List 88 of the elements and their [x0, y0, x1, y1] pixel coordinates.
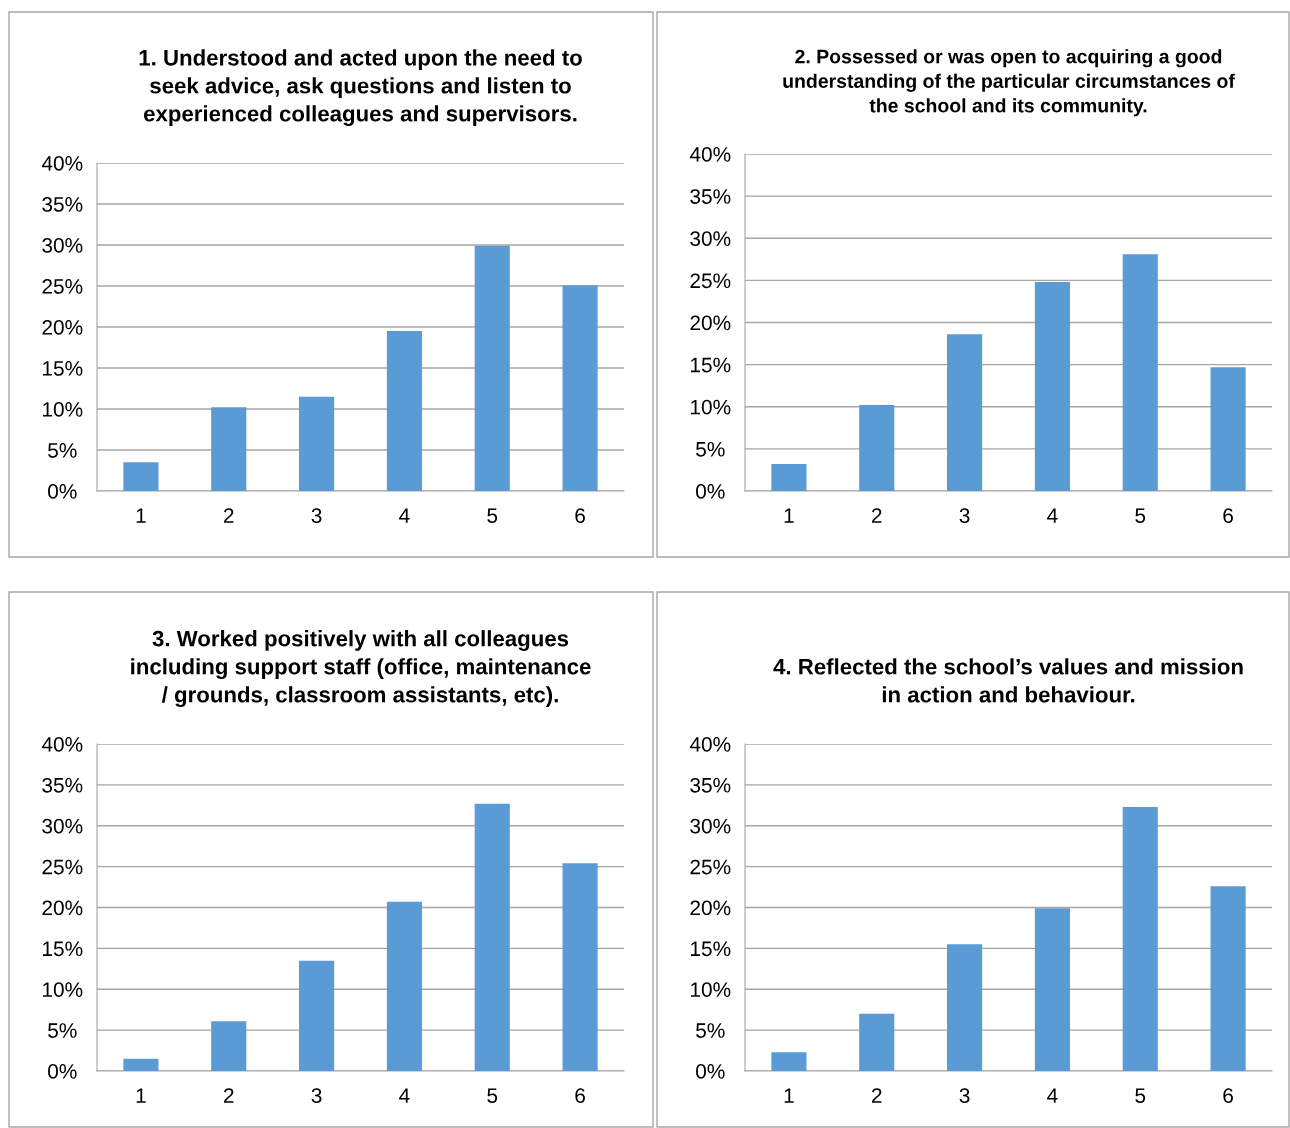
x-tick-label: 3	[959, 508, 970, 523]
bar	[1122, 806, 1158, 1071]
y-tick-label: 35%	[42, 777, 83, 793]
y-tick-label: 25%	[42, 859, 83, 875]
chart-title: 1. Understood and acted upon the need to seek advice, ask questions and listen to experienced colleagues and supervisors.	[139, 49, 582, 127]
x-tick-label: 3	[311, 1088, 322, 1103]
x-tick-label: 3	[311, 508, 322, 523]
bar	[771, 464, 807, 491]
bar	[1034, 908, 1070, 1071]
x-tick-label: 6	[575, 1088, 585, 1103]
y-tick-label: 35%	[690, 777, 731, 793]
bar	[299, 960, 335, 1071]
y-tick-label: 25%	[42, 279, 83, 294]
bar	[211, 407, 247, 491]
bar	[859, 405, 895, 491]
y-tick-label: 40%	[41, 156, 83, 171]
y-tick-label: 15%	[691, 941, 731, 957]
bar	[386, 901, 422, 1071]
y-tick-label: 35%	[42, 197, 83, 212]
x-tick-label: 1	[136, 1088, 146, 1103]
x-tick-label: 1	[784, 1088, 794, 1103]
y-tick-label: 15%	[691, 357, 731, 373]
y-tick-label: 0%	[696, 484, 725, 499]
x-tick-label: 2	[872, 508, 882, 523]
x-tick-label: 4	[1047, 508, 1058, 523]
bar	[562, 285, 598, 491]
y-tick-label: 30%	[42, 238, 83, 253]
x-tick-label: 6	[1223, 508, 1233, 523]
x-tick-label: 3	[959, 1088, 970, 1103]
y-tick-label: 10%	[691, 399, 731, 415]
y-tick-label: 0%	[48, 484, 77, 499]
y-tick-label: 20%	[690, 315, 731, 331]
y-tick-label: 20%	[42, 320, 83, 335]
x-tick-label: 5	[1135, 1088, 1146, 1103]
y-tick-label: 25%	[690, 859, 731, 875]
y-tick-label: 0%	[48, 1064, 77, 1079]
bar	[1210, 367, 1246, 491]
bar	[299, 396, 335, 491]
bar	[123, 462, 159, 491]
x-tick-label: 6	[575, 508, 585, 523]
bar	[1210, 886, 1246, 1071]
chart-title: 4. Reflected the school’s values and mission in action and behaviour.	[773, 658, 1243, 703]
y-tick-label: 5%	[696, 441, 725, 457]
bar	[1122, 254, 1158, 491]
x-tick-label: 4	[399, 1088, 410, 1103]
y-tick-label: 25%	[690, 273, 731, 289]
y-tick-label: 30%	[690, 818, 731, 834]
bar	[947, 944, 983, 1071]
bar	[474, 803, 510, 1071]
y-tick-label: 40%	[689, 147, 731, 162]
x-tick-label: 5	[487, 1088, 498, 1103]
bar	[1034, 282, 1070, 491]
bar	[947, 334, 983, 491]
bar	[211, 1021, 247, 1071]
x-tick-label: 6	[1223, 1088, 1233, 1103]
y-tick-label: 40%	[689, 737, 731, 752]
y-tick-label: 20%	[42, 900, 83, 916]
y-tick-label: 15%	[43, 361, 83, 376]
y-tick-label: 0%	[696, 1064, 725, 1079]
x-tick-label: 1	[784, 508, 794, 523]
bar	[771, 1052, 807, 1071]
x-tick-label: 5	[1135, 508, 1146, 523]
x-tick-label: 4	[399, 508, 410, 523]
x-tick-label: 4	[1047, 1088, 1058, 1103]
x-tick-label: 2	[224, 508, 234, 523]
chart-title: 2. Possessed or was open to acquiring a good understanding of the particular circumstances of the school and its community.	[783, 49, 1235, 117]
bar	[386, 331, 422, 491]
y-tick-label: 10%	[43, 982, 83, 997]
y-tick-label: 10%	[43, 402, 83, 417]
y-tick-label: 30%	[42, 818, 83, 834]
bar	[859, 1013, 895, 1071]
x-tick-label: 2	[872, 1088, 882, 1103]
y-tick-label: 35%	[690, 189, 731, 204]
x-tick-label: 5	[487, 508, 498, 523]
chart-title: 3. Worked positively with all colleagues including support staff (office, maintenance / grounds, classroom assistants, etc).	[131, 630, 591, 708]
y-tick-label: 30%	[690, 231, 731, 246]
y-tick-label: 5%	[48, 443, 77, 458]
y-tick-label: 5%	[696, 1023, 725, 1038]
bar	[562, 863, 598, 1071]
x-tick-label: 1	[136, 508, 146, 523]
x-tick-label: 2	[224, 1088, 234, 1103]
y-tick-label: 40%	[41, 737, 83, 752]
y-tick-label: 5%	[48, 1023, 77, 1038]
y-tick-label: 20%	[690, 900, 731, 916]
y-tick-label: 10%	[691, 982, 731, 997]
bar	[474, 245, 510, 491]
bar	[123, 1058, 159, 1071]
y-tick-label: 15%	[43, 941, 83, 957]
